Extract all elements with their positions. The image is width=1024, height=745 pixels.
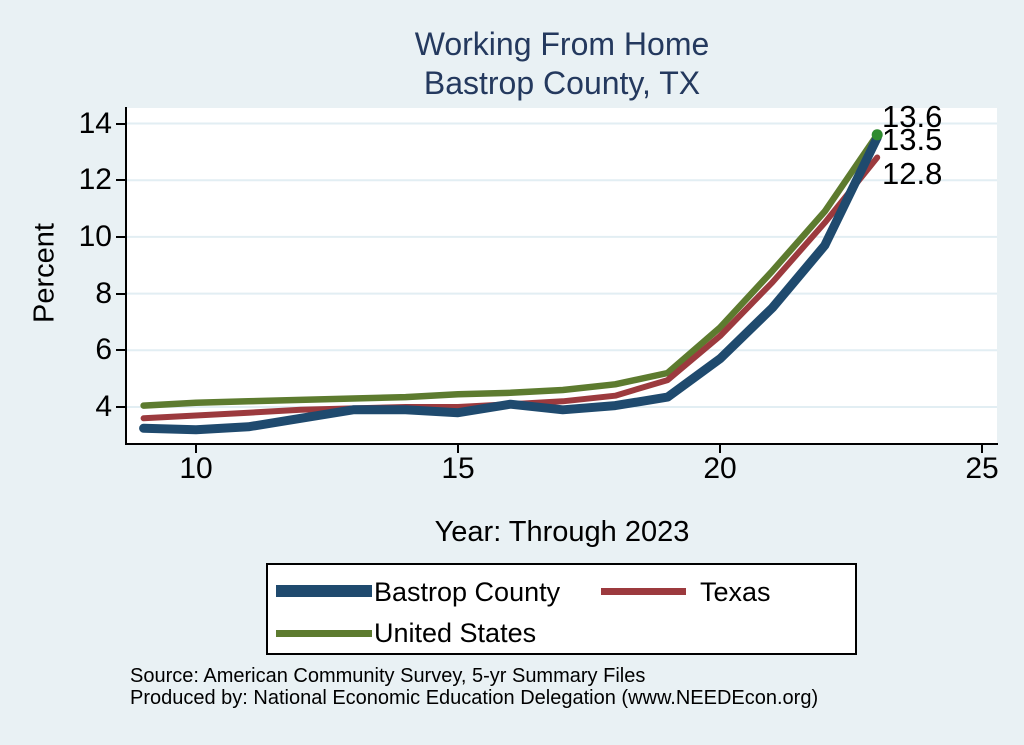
- y-tick-mark: [116, 349, 126, 352]
- x-tick-mark: [195, 445, 197, 453]
- end-label-united-states: 13.6: [882, 99, 943, 134]
- chart-title-line1: Working From Home: [414, 26, 710, 62]
- y-tick-label: 12: [78, 163, 112, 197]
- y-tick-label: 8: [95, 276, 112, 310]
- y-axis-line: [125, 107, 127, 445]
- y-tick-label: 4: [95, 390, 112, 423]
- x-axis-line: [125, 443, 998, 445]
- y-tick-mark: [116, 235, 126, 238]
- end-label-bastrop-county: 13.5: [882, 122, 943, 157]
- x-tick-mark: [981, 445, 983, 453]
- legend-label-united-states: United States: [374, 618, 537, 648]
- legend-label-texas: Texas: [700, 577, 771, 607]
- x-tick-mark: [719, 445, 721, 453]
- legend-label-bastrop-county: Bastrop County: [374, 577, 561, 607]
- legend-swatch-bastrop-county: [276, 585, 372, 597]
- end-marker-dot: [871, 129, 883, 141]
- legend-swatch-texas: [601, 588, 686, 595]
- y-tick-mark: [116, 406, 126, 408]
- y-tick-mark: [116, 292, 126, 295]
- x-tick-label: 15: [441, 452, 475, 485]
- x-tick-label: 25: [965, 452, 999, 485]
- chart-title-line2: Bastrop County, TX: [423, 65, 701, 101]
- y-tick-label: 10: [78, 219, 112, 253]
- x-axis-title: Year: Through 2023: [434, 516, 690, 548]
- y-tick-mark: [116, 179, 126, 182]
- line-united-states: [140, 131, 881, 409]
- line-chart-svg: [127, 122, 997, 435]
- chart-title: Working From Home Bastrop County, TX: [127, 25, 997, 103]
- produced-by-note: Produced by: National Economic Education…: [130, 687, 819, 709]
- plot-area: [127, 108, 997, 443]
- legend: Bastrop County Texas United States: [266, 563, 857, 655]
- end-label-texas: 12.8: [882, 156, 943, 191]
- footer-notes: Source: American Community Survey, 5-yr …: [130, 665, 818, 709]
- x-tick-mark: [457, 445, 459, 453]
- y-tick-mark: [116, 122, 126, 125]
- legend-swatch-united-states: [276, 630, 372, 637]
- y-tick-label: 6: [95, 333, 112, 367]
- source-note: Source: American Community Survey, 5-yr …: [130, 665, 646, 687]
- line-texas: [140, 154, 881, 422]
- x-tick-label: 20: [703, 452, 737, 485]
- line-bastrop-county: [139, 133, 882, 435]
- x-tick-label: 10: [179, 452, 213, 485]
- y-tick-label: 14: [78, 106, 112, 140]
